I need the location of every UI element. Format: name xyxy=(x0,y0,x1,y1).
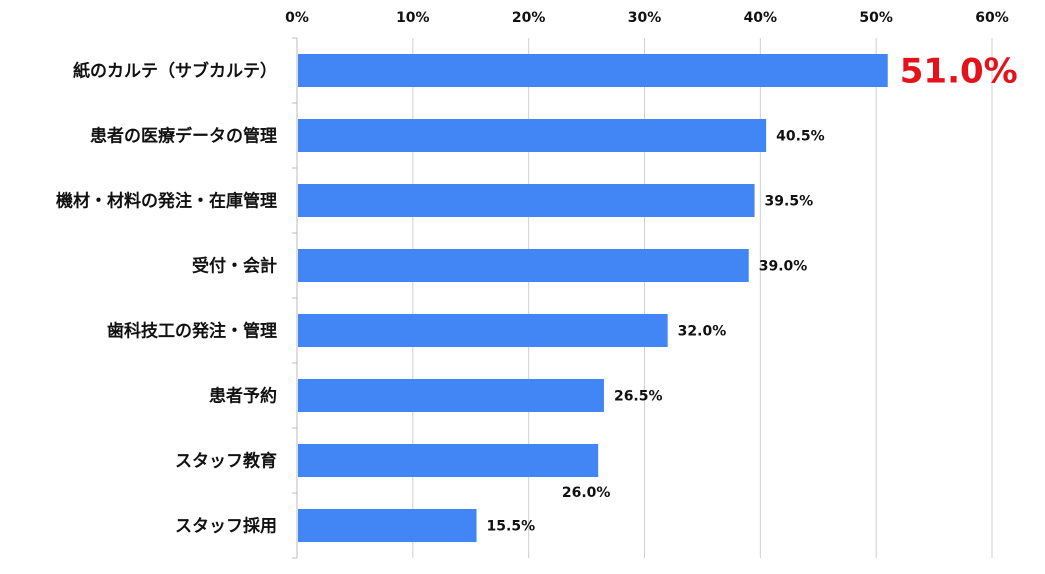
bar xyxy=(298,509,477,542)
x-tick-label: 60% xyxy=(975,10,1009,26)
x-tick-label: 50% xyxy=(859,10,893,26)
bar xyxy=(298,119,767,152)
category-labels: 紙のカルテ（サブカルテ） 患者の医療データの管理機材・材料の発注・在庫管理受付・会… xyxy=(56,61,277,537)
category-label: 患者の医療データの管理 xyxy=(90,126,277,147)
data-label: 39.5% xyxy=(765,194,814,210)
data-labels: 51.0% 40.5% 39.5% 39.0% 32.0% 26.5% 26.0% 15.5% xyxy=(487,52,1018,535)
category-label: 受付・会計 xyxy=(192,256,277,277)
data-label: 15.5% xyxy=(487,519,536,535)
category-label: 紙のカルテ（サブカルテ） xyxy=(73,61,277,82)
bar xyxy=(298,379,604,412)
category-label: 歯科技工の発注・管理 xyxy=(107,321,277,342)
data-label: 32.0% xyxy=(678,324,727,340)
category-label: 患者予約 xyxy=(209,386,277,407)
category-label: スタッフ教育 xyxy=(175,451,277,472)
category-label: 機材・材料の発注・在庫管理 xyxy=(56,191,277,212)
category-axis xyxy=(292,37,298,559)
category-label: スタッフ採用 xyxy=(175,516,277,537)
bar xyxy=(298,184,755,217)
data-label: 26.5% xyxy=(614,389,663,405)
gridlines xyxy=(412,38,993,558)
bars xyxy=(298,54,888,542)
data-label: 39.0% xyxy=(759,259,808,275)
x-axis-ticks: 0% 10% 20% 30% 40% 50% 60% xyxy=(285,10,1009,26)
bar xyxy=(298,54,888,87)
bar xyxy=(298,314,668,347)
x-tick-label: 0% xyxy=(285,10,309,26)
highlight-data-label: 51.0% xyxy=(900,52,1018,92)
data-label: 26.0% xyxy=(562,485,611,501)
data-label: 40.5% xyxy=(776,129,825,145)
x-tick-label: 40% xyxy=(744,10,778,26)
x-tick-label: 10% xyxy=(396,10,430,26)
bar xyxy=(298,444,599,477)
x-tick-label: 20% xyxy=(512,10,546,26)
bar xyxy=(298,249,749,282)
x-tick-label: 30% xyxy=(628,10,662,26)
